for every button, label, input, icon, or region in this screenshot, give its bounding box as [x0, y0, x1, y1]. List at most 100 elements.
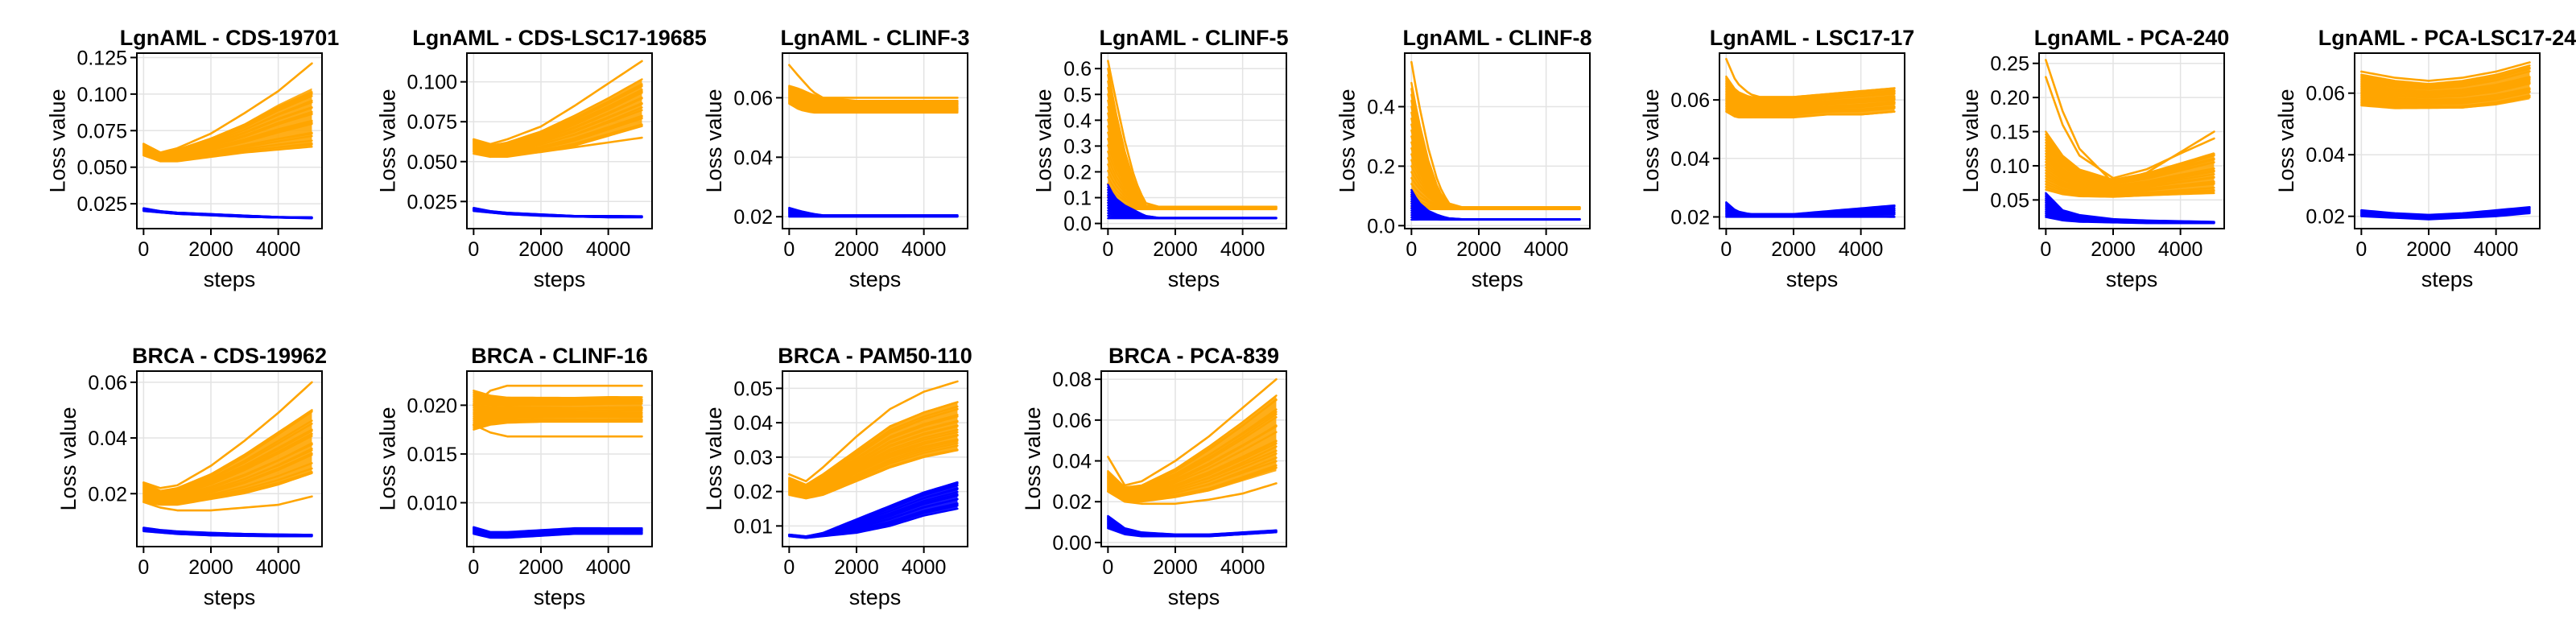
loss-curve-outlier [2360, 61, 2531, 82]
loss-band-blue [143, 208, 312, 219]
x-tick-label: 2000 [188, 238, 233, 261]
loss-band-blue [473, 208, 642, 218]
series-blue [1107, 514, 1278, 538]
x-tick-label: 0 [138, 238, 149, 261]
y-tick-label: 0.06 [733, 87, 773, 109]
x-tick-label: 0 [1720, 238, 1732, 261]
chart-panel-6: 0 2000 4000 0.02 0.04 0.06 LgnAML - LSC17-17 st… [1639, 26, 1914, 291]
series-orange [2045, 59, 2215, 198]
panel-title: LgnAML - CLINF-3 [781, 26, 970, 50]
x-axis-label: steps [534, 585, 586, 609]
loss-curve-outlier [1725, 57, 1896, 98]
x-tick-label: 2000 [834, 556, 879, 579]
x-axis-label: steps [534, 267, 586, 291]
y-tick-label: 0.00 [1052, 532, 1092, 555]
loss-band-blue [1411, 189, 1580, 220]
loss-band-orange [473, 390, 642, 430]
x-axis-label: steps [1786, 267, 1839, 291]
loss-curve-outlier [142, 381, 313, 489]
loss-curve-outlier [473, 60, 643, 146]
x-tick-label: 2000 [2406, 238, 2451, 261]
series-orange [473, 60, 643, 159]
y-axis-label: Loss value [1021, 407, 1045, 510]
y-tick-label: 0.5 [1063, 84, 1092, 106]
series-orange [1107, 378, 1278, 506]
y-tick-label: 0.04 [2306, 144, 2345, 167]
y-axis-label: Loss value [702, 89, 726, 192]
panel-title: BRCA - PCA-839 [1108, 344, 1279, 368]
x-tick-label: 0 [2040, 238, 2051, 261]
plot-frame [1100, 52, 1287, 229]
x-tick-label: 4000 [256, 238, 301, 261]
x-tick-label: 0 [1102, 238, 1113, 261]
x-axis-label: steps [849, 585, 902, 609]
loss-band-orange [2361, 65, 2530, 109]
y-tick-label: 0.04 [733, 147, 773, 169]
loss-band-orange [143, 410, 312, 506]
x-tick-label: 2000 [1456, 238, 1501, 261]
x-tick-label: 2000 [1771, 238, 1816, 261]
plot-frame [1100, 370, 1287, 547]
x-tick-label: 2000 [834, 238, 879, 261]
x-tick-label: 4000 [586, 238, 631, 261]
x-tick-label: 0 [1102, 556, 1113, 579]
series-blue [788, 206, 959, 218]
series-blue [473, 526, 643, 539]
y-tick-label: 0.0 [1063, 213, 1092, 236]
series-blue [142, 526, 313, 538]
y-tick-label: 0.08 [1052, 369, 1092, 391]
x-tick-label: 4000 [902, 238, 947, 261]
plot-frame [136, 370, 323, 547]
x-tick-label: 4000 [256, 556, 301, 579]
y-tick-label: 0.25 [1990, 53, 2029, 76]
y-tick-label: 0.02 [88, 483, 127, 506]
chart-panel-12: 0 2000 4000 0.00 0.02 0.04 0.06 0.08 BRCA - PCA-… [1021, 344, 1287, 609]
panel-title: LgnAML - CDS-19701 [120, 26, 340, 50]
x-tick-label: 2000 [518, 556, 564, 579]
y-tick-label: 0.06 [88, 372, 127, 394]
y-tick-label: 0.100 [407, 72, 457, 94]
series-orange [2360, 61, 2531, 109]
loss-band-orange [1108, 395, 1277, 502]
loss-curve-outlier [2045, 59, 2215, 184]
chart-panel-10: 0 2000 4000 0.010 0.015 0.020 BRCA - CLINF-16 s… [376, 344, 653, 609]
y-axis-label: Loss value [376, 89, 400, 192]
y-axis-label: Loss value [2274, 89, 2298, 192]
y-tick-label: 0.04 [1670, 148, 1710, 171]
y-tick-label: 0.3 [1063, 135, 1092, 158]
y-tick-label: 0.04 [1052, 451, 1092, 473]
loss-band-orange [2046, 131, 2215, 197]
series-blue [2045, 192, 2215, 225]
y-axis-label: Loss value [702, 407, 726, 510]
y-tick-label: 0.1 [1063, 188, 1092, 210]
y-tick-label: 0.01 [733, 515, 773, 538]
loss-band-orange [789, 85, 958, 113]
y-tick-label: 0.03 [733, 447, 773, 469]
y-tick-label: 0.06 [1052, 410, 1092, 432]
plot-frame [2038, 52, 2225, 229]
series-orange [1725, 57, 1896, 119]
x-tick-label: 0 [783, 556, 795, 579]
y-tick-label: 0.010 [407, 493, 457, 515]
plot-frame [2354, 52, 2541, 229]
x-tick-label: 4000 [902, 556, 947, 579]
chart-panel-3: 0 2000 4000 0.02 0.04 0.06 LgnAML - CLINF-3 ste… [702, 26, 969, 291]
panel-title: LgnAML - LSC17-17 [1710, 26, 1915, 50]
chart-panel-5: 0 2000 4000 0.0 0.2 0.4 LgnAML - CLINF-8 steps L… [1335, 26, 1592, 291]
y-tick-label: 0.025 [407, 191, 457, 213]
series-lines [1107, 60, 1278, 220]
y-tick-label: 0.015 [407, 444, 457, 466]
x-tick-label: 2000 [2091, 238, 2136, 261]
loss-band-blue [1108, 515, 1277, 537]
loss-band-orange [789, 402, 958, 499]
series-blue [142, 207, 313, 220]
x-tick-label: 4000 [586, 556, 631, 579]
x-tick-label: 2000 [1153, 238, 1198, 261]
y-tick-label: 0.050 [407, 151, 457, 174]
y-axis-label: Loss value [1032, 89, 1056, 192]
x-axis-label: steps [204, 267, 256, 291]
y-axis-label: Loss value [56, 407, 80, 510]
series-orange [142, 381, 313, 512]
series-blue [1107, 184, 1278, 220]
